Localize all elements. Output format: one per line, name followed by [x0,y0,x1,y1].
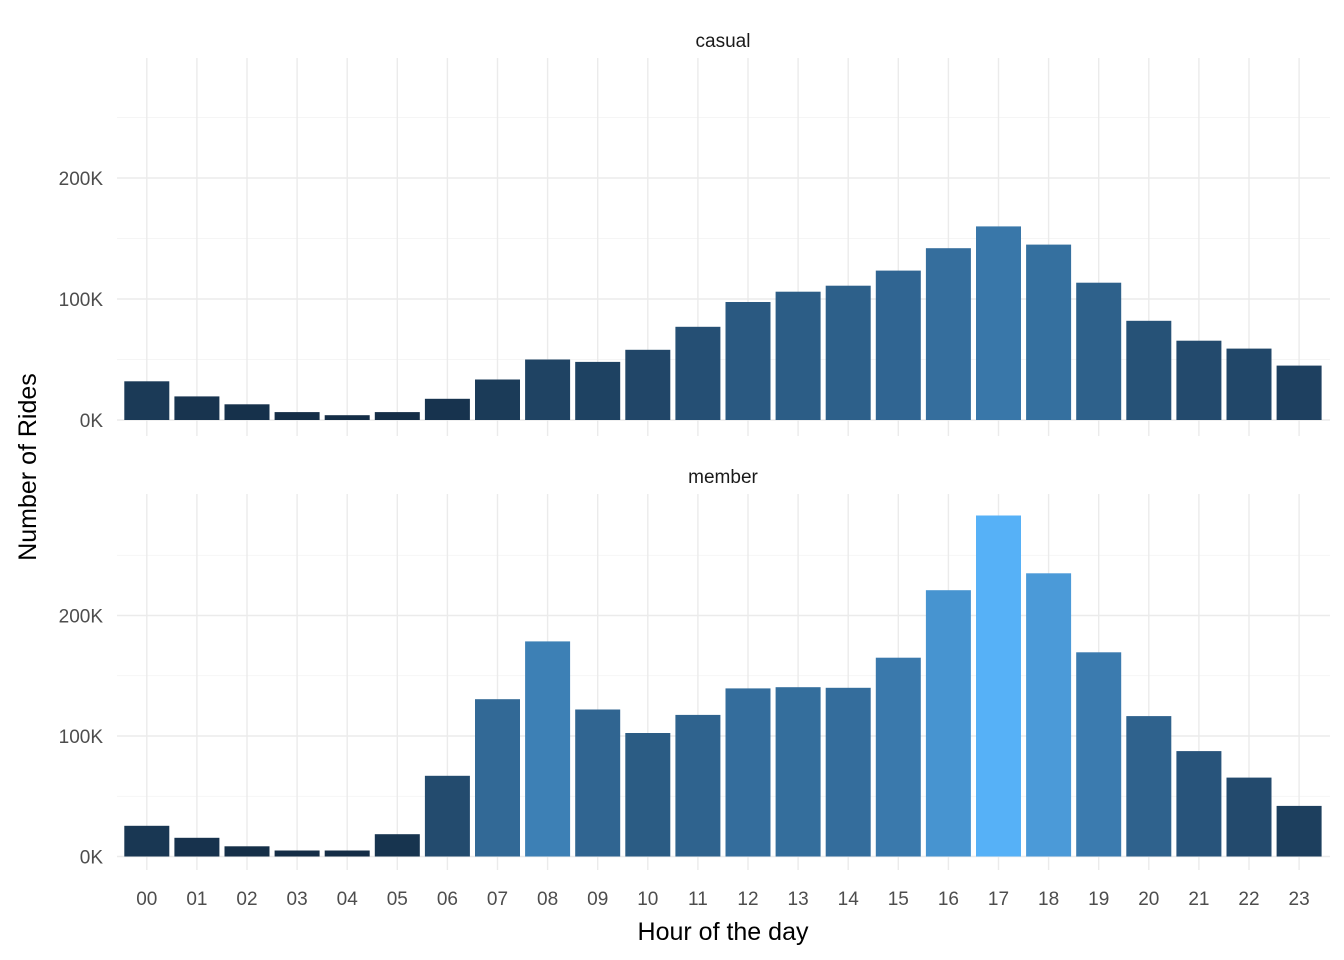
bar-casual-14 [825,285,871,420]
bar-casual-18 [1026,244,1072,420]
bar-casual-10 [625,349,671,420]
y-tick-label: 200K [59,607,104,628]
x-tick-label: 10 [637,889,658,910]
bar-casual-11 [675,326,721,420]
y-tick-label: 100K [59,290,104,311]
x-tick-label: 21 [1188,889,1209,910]
x-tick-label: 04 [337,889,359,910]
y-tick-label: 100K [59,727,104,748]
bar-member-09 [575,709,621,857]
x-tick-label: 15 [888,889,909,910]
x-tick-label: 16 [938,889,959,910]
x-tick-label: 22 [1238,889,1259,910]
bar-member-21 [1176,751,1222,857]
bar-casual-07 [475,379,520,420]
bars-member [124,515,1322,857]
x-tick-label: 19 [1088,889,1109,910]
bar-casual-12 [725,302,771,420]
bar-member-11 [675,714,721,857]
bar-casual-01 [174,396,220,420]
bar-casual-09 [575,361,621,420]
bar-casual-22 [1226,348,1272,420]
bar-member-08 [525,641,571,857]
facet-panel-casual: 0K 100K 200K casual [59,31,1330,436]
x-tick-label: 00 [136,889,157,910]
bar-member-23 [1276,805,1322,857]
x-tick-label: 09 [587,889,608,910]
bar-member-01 [174,837,220,857]
bar-member-06 [424,775,470,857]
x-tick-label: 02 [236,889,257,910]
x-tick-label: 12 [737,889,758,910]
bar-casual-23 [1276,365,1322,420]
bar-casual-15 [875,270,921,420]
bar-member-20 [1126,716,1172,857]
bars-casual [124,226,1322,420]
bar-member-02 [224,846,270,857]
x-axis-tick-labels: 00 01 02 03 04 05 06 07 08 09 10 11 12 13 14 15 16 17 18 19… [136,889,1309,910]
bar-casual-00 [124,381,170,420]
bar-member-18 [1026,573,1072,857]
y-tick-label: 200K [59,169,104,190]
x-tick-label: 11 [688,889,708,910]
bar-member-00 [124,825,170,857]
bar-member-12 [725,688,771,857]
x-tick-label: 07 [487,889,508,910]
bar-member-14 [825,687,871,857]
bar-member-15 [875,657,921,857]
x-tick-label: 08 [537,889,558,910]
x-tick-label: 18 [1038,889,1059,910]
bar-casual-06 [424,398,470,420]
x-tick-label: 06 [437,889,458,910]
bar-member-16 [925,590,971,857]
bar-member-10 [625,733,671,857]
bar-casual-04 [324,415,370,420]
y-ticks-casual: 0K 100K 200K [59,169,104,432]
bar-member-17 [976,515,1021,857]
facet-panel-member: 0K 100K 200K member [59,467,1330,870]
x-tick-label: 05 [387,889,408,910]
bar-member-03 [274,850,320,857]
x-tick-label: 03 [287,889,308,910]
bar-casual-19 [1076,282,1122,420]
strip-label-member: member [688,467,758,488]
bar-casual-16 [925,248,971,420]
bar-casual-08 [525,359,571,420]
bar-member-04 [324,850,370,857]
bar-member-19 [1076,652,1122,857]
bar-casual-05 [374,412,420,420]
bar-casual-13 [775,291,821,420]
x-tick-label: 23 [1289,889,1310,910]
y-tick-label: 0K [80,411,104,432]
bar-casual-17 [976,226,1021,420]
x-tick-label: 17 [988,889,1009,910]
bar-casual-20 [1126,320,1172,420]
x-tick-label: 14 [838,889,860,910]
bar-member-22 [1226,777,1272,857]
bar-casual-03 [274,412,320,420]
bar-member-13 [775,687,821,857]
y-ticks-member: 0K 100K 200K [59,607,104,869]
x-axis-title: Hour of the day [638,918,809,946]
bar-member-05 [374,834,420,857]
x-tick-label: 01 [186,889,207,910]
strip-label-casual: casual [696,31,751,52]
x-tick-label: 13 [788,889,809,910]
bar-casual-02 [224,404,270,420]
bar-casual-21 [1176,340,1222,420]
y-tick-label: 0K [80,848,104,869]
y-axis-title: Number of Rides [14,373,42,561]
x-tick-label: 20 [1138,889,1159,910]
bar-member-07 [475,699,520,857]
